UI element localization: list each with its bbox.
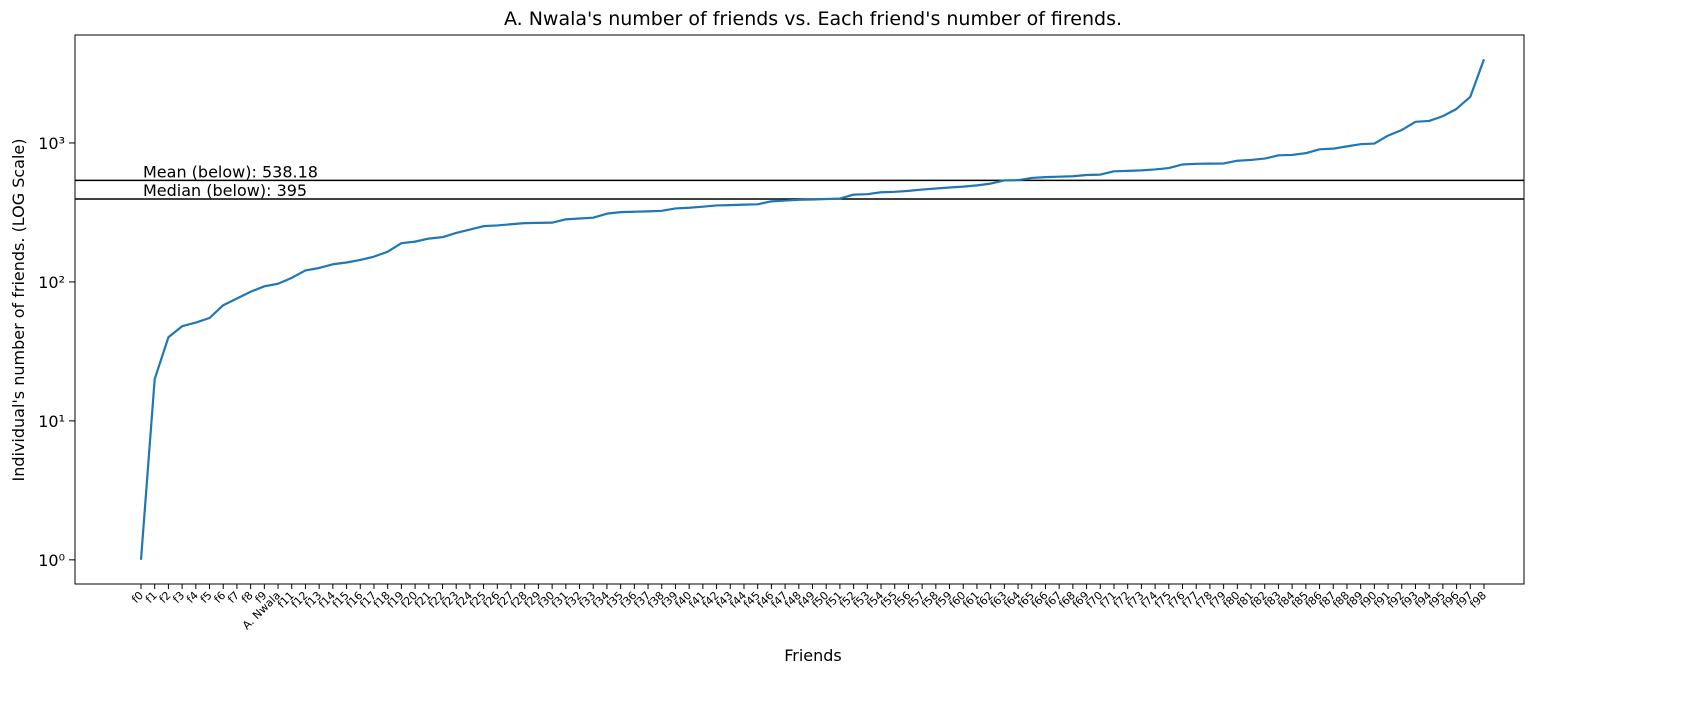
y-tick-label: 10⁰ (38, 551, 65, 570)
y-tick-label: 10¹ (38, 412, 65, 431)
reference-label: Mean (below): 538.18 (143, 162, 318, 181)
plot-frame (74, 34, 1525, 585)
reference-label: Median (below): 395 (143, 181, 307, 200)
data-line (139, 58, 1486, 560)
x-axis-label: Friends (784, 646, 842, 665)
x-tick-label: f98 (1467, 589, 1489, 611)
y-tick-label: 10² (38, 273, 65, 292)
chart-title: A. Nwala's number of friends vs. Each fr… (504, 8, 1122, 30)
y-axis-label: Individual's number of friends. (LOG Sca… (9, 138, 28, 481)
y-tick-label: 10³ (38, 134, 65, 153)
